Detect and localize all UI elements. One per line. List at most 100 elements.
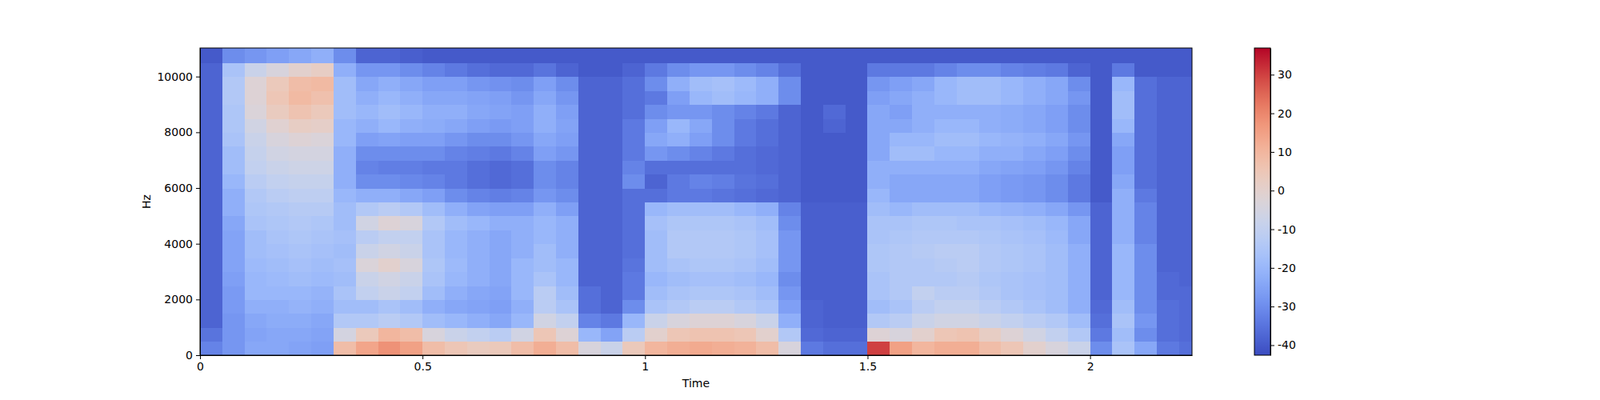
cell bbox=[556, 76, 579, 92]
cell bbox=[734, 272, 757, 287]
cell bbox=[200, 146, 223, 161]
cell bbox=[1179, 327, 1192, 342]
cell bbox=[800, 76, 824, 92]
cell bbox=[1156, 201, 1180, 216]
cell bbox=[1134, 229, 1157, 244]
cell bbox=[467, 244, 490, 259]
cell bbox=[578, 104, 601, 120]
tick-mark bbox=[1270, 344, 1275, 346]
cell bbox=[1179, 62, 1192, 77]
cell bbox=[422, 146, 445, 161]
cell bbox=[1134, 146, 1157, 161]
cell bbox=[778, 104, 801, 120]
cell bbox=[467, 188, 490, 203]
cell bbox=[266, 132, 289, 147]
cell bbox=[556, 257, 579, 272]
cell bbox=[422, 174, 445, 189]
cell bbox=[200, 90, 223, 105]
cell bbox=[667, 272, 690, 287]
tick-mark bbox=[196, 76, 200, 78]
cell bbox=[756, 229, 779, 244]
cell bbox=[422, 299, 445, 314]
cell bbox=[778, 244, 801, 259]
cell bbox=[912, 257, 935, 272]
tick: 10 bbox=[1270, 145, 1292, 159]
cell bbox=[333, 160, 356, 175]
cell bbox=[422, 229, 445, 244]
cell bbox=[556, 118, 579, 133]
cell bbox=[867, 313, 890, 328]
tick: 0 bbox=[185, 348, 200, 362]
cell bbox=[1023, 341, 1046, 356]
cell bbox=[1179, 132, 1192, 147]
cell bbox=[511, 201, 534, 216]
cell bbox=[1045, 299, 1068, 314]
tick-mark bbox=[1270, 74, 1275, 76]
cell bbox=[578, 272, 601, 287]
cell bbox=[756, 76, 779, 92]
plot-frame bbox=[200, 48, 1192, 356]
tick: 0.5 bbox=[414, 355, 432, 373]
cell bbox=[422, 118, 445, 133]
cell bbox=[266, 327, 289, 342]
cell bbox=[1112, 272, 1135, 287]
cell bbox=[912, 229, 935, 244]
cell bbox=[1000, 174, 1024, 189]
cell bbox=[244, 272, 268, 287]
cell bbox=[444, 146, 468, 161]
cell bbox=[356, 132, 379, 147]
cell bbox=[200, 160, 223, 175]
cell bbox=[956, 76, 980, 92]
cell bbox=[1000, 146, 1024, 161]
cell bbox=[1156, 62, 1180, 77]
cell bbox=[266, 174, 289, 189]
cell bbox=[622, 76, 645, 92]
cell bbox=[288, 188, 312, 203]
cell bbox=[311, 174, 334, 189]
cell bbox=[1000, 341, 1024, 356]
cell bbox=[622, 244, 645, 259]
cell bbox=[1156, 299, 1180, 314]
cell bbox=[400, 313, 423, 328]
cell bbox=[734, 244, 757, 259]
cell bbox=[222, 132, 245, 147]
cell bbox=[934, 76, 957, 92]
cell bbox=[1023, 257, 1046, 272]
cell bbox=[222, 76, 245, 92]
cell bbox=[622, 313, 645, 328]
cell bbox=[200, 229, 223, 244]
cell bbox=[1090, 201, 1113, 216]
cell bbox=[200, 201, 223, 216]
cell bbox=[1112, 118, 1135, 133]
cell bbox=[1112, 62, 1135, 77]
cell bbox=[734, 76, 757, 92]
cell bbox=[712, 160, 735, 175]
cell bbox=[823, 90, 846, 105]
cell bbox=[800, 160, 824, 175]
cell bbox=[467, 132, 490, 147]
cell bbox=[823, 285, 846, 300]
cell bbox=[288, 272, 312, 287]
cell bbox=[400, 257, 423, 272]
cell bbox=[1000, 327, 1024, 342]
cell bbox=[1023, 244, 1046, 259]
cell bbox=[1112, 132, 1135, 147]
cell bbox=[667, 285, 690, 300]
cell bbox=[1156, 216, 1180, 231]
cell bbox=[1134, 48, 1157, 64]
cell bbox=[956, 62, 980, 77]
cell bbox=[1000, 216, 1024, 231]
cell bbox=[622, 104, 645, 120]
cell bbox=[979, 341, 1002, 356]
cell bbox=[1023, 327, 1046, 342]
cell bbox=[956, 118, 980, 133]
cell bbox=[1023, 299, 1046, 314]
cell bbox=[1156, 229, 1180, 244]
cell bbox=[1134, 272, 1157, 287]
cell bbox=[288, 285, 312, 300]
tick-mark bbox=[196, 355, 200, 356]
cell bbox=[578, 299, 601, 314]
cell bbox=[889, 299, 912, 314]
cell bbox=[288, 104, 312, 120]
cell bbox=[667, 257, 690, 272]
